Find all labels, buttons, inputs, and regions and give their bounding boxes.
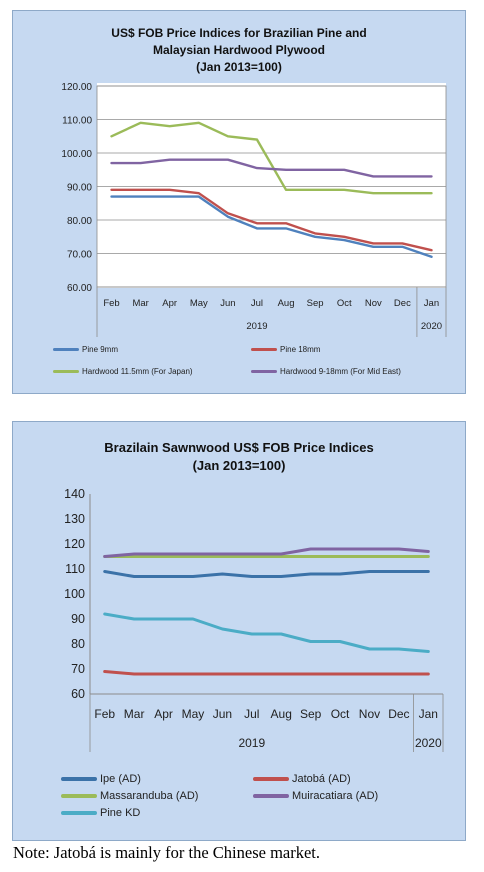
plywood-series-line-1 <box>110 188 433 252</box>
plywood-x-tick-label: Apr <box>162 298 177 309</box>
plywood-legend-pine-18mm: Pine 18mm <box>251 345 320 354</box>
sawnwood-year-label: 2020 <box>415 736 442 750</box>
sawnwood-legend-jatoba: Jatobá (AD) <box>253 773 351 785</box>
sawnwood-series-line-4 <box>103 612 430 653</box>
sawnwood-x-tick-label: Feb <box>94 707 115 721</box>
sawnwood-chart-svg: 60 70 80 90 100 110 120 130 140 Feb Mar Apr May Jun Ju… <box>64 487 444 752</box>
footnote: Note: Jatobá is mainly for the Chinese m… <box>13 843 321 862</box>
sawnwood-legend-label: Ipe (AD) <box>100 773 141 785</box>
sawnwood-legend-muiracatiara: Muiracatiara (AD) <box>253 790 378 802</box>
sawnwood-x-tick-label: Apr <box>154 707 173 721</box>
plywood-year-label: 2019 <box>246 321 267 332</box>
plywood-y-tick-label: 110.00 <box>62 116 92 127</box>
plywood-legend-label: Pine 18mm <box>280 345 321 354</box>
sawnwood-y-tick-label: 90 <box>71 612 85 626</box>
plywood-y-tick-label: 60.00 <box>67 283 92 294</box>
plywood-x-tick-label: Sep <box>307 298 324 309</box>
plywood-legend-swatch <box>251 370 277 373</box>
plywood-series-line-3 <box>110 158 433 178</box>
sawnwood-title-line-1: Brazilain Sawnwood US$ FOB Price Indices <box>104 440 374 455</box>
plywood-x-tick-label: Jul <box>251 298 263 309</box>
plywood-chart-svg: 60.00 70.00 80.00 90.00 100.00 110.00 120.00 Fe… <box>61 82 447 337</box>
plywood-x-tick-label: Mar <box>132 298 148 309</box>
plywood-legend-pine-9mm: Pine 9mm <box>53 345 118 354</box>
sawnwood-legend-swatch <box>61 811 97 815</box>
plywood-plot-frame <box>96 85 447 288</box>
plywood-title-line-2: Malaysian Hardwood Plywood <box>152 43 326 57</box>
sawnwood-legend-swatch <box>61 794 97 798</box>
plywood-x-tick-label: Dec <box>394 298 411 309</box>
plywood-chart-panel: US$ FOB Price Indices for Brazilian Pine… <box>12 10 466 394</box>
sawnwood-legend-label: Massaranduba (AD) <box>100 790 199 802</box>
plywood-y-tick-label: 100.00 <box>61 149 92 160</box>
sawnwood-x-tick-label: Mar <box>124 707 145 721</box>
sawnwood-chart-panel: Brazilain Sawnwood US$ FOB Price Indices… <box>12 421 466 841</box>
sawnwood-x-tick-label: Jul <box>244 707 259 721</box>
plywood-y-tick-label: 120.00 <box>61 82 92 93</box>
plywood-legend-label: Hardwood 11.5mm (For Japan) <box>82 367 193 376</box>
sawnwood-legend-label: Jatobá (AD) <box>292 773 351 785</box>
sawnwood-x-tick-label: Jun <box>213 707 232 721</box>
plywood-legend-swatch <box>251 348 277 351</box>
sawnwood-x-tick-label: May <box>182 707 205 721</box>
sawnwood-y-tick-label: 100 <box>64 587 85 601</box>
plywood-title-line-1: US$ FOB Price Indices for Brazilian Pine… <box>111 26 367 40</box>
plywood-legend-hardwood-mideast: Hardwood 9-18mm (For Mid East) <box>251 367 401 376</box>
plywood-y-tick-label: 70.00 <box>67 250 92 261</box>
plywood-x-tick-label: Jan <box>424 298 439 309</box>
sawnwood-y-tick-label: 60 <box>71 687 85 701</box>
sawnwood-series-line-0 <box>103 570 430 578</box>
sawnwood-series-line-3 <box>103 547 430 558</box>
sawnwood-x-tick-label: Dec <box>388 707 409 721</box>
sawnwood-legend-swatch <box>253 794 289 798</box>
plywood-x-tick-label: Feb <box>103 298 119 309</box>
sawnwood-y-tick-label: 130 <box>64 512 85 526</box>
plywood-chart-title: US$ FOB Price Indices for Brazilian Pine… <box>13 25 465 76</box>
plywood-x-tick-label: Nov <box>365 298 382 309</box>
sawnwood-x-tick-label: Aug <box>271 707 292 721</box>
sawnwood-series-line-1 <box>103 670 430 676</box>
sawnwood-x-tick-label: Oct <box>331 707 350 721</box>
sawnwood-x-tick-label: Nov <box>359 707 380 721</box>
sawnwood-y-tick-label: 110 <box>65 562 85 576</box>
sawnwood-legend-massaranduba: Massaranduba (AD) <box>61 790 198 802</box>
sawnwood-y-tick-label: 120 <box>64 537 85 551</box>
plywood-legend-label: Pine 9mm <box>82 345 119 354</box>
plywood-series-line-0 <box>110 195 433 259</box>
plywood-year-label: 2020 <box>421 321 442 332</box>
sawnwood-y-tick-label: 70 <box>71 662 85 676</box>
plywood-legend-label: Hardwood 9-18mm (For Mid East) <box>280 367 401 376</box>
sawnwood-legend-ipe: Ipe (AD) <box>61 773 141 785</box>
sawnwood-x-tick-label: Sep <box>300 707 322 721</box>
sawnwood-x-tick-label: Jan <box>419 707 438 721</box>
plywood-series-line-2 <box>110 121 433 195</box>
sawnwood-year-label: 2019 <box>238 736 265 750</box>
plywood-legend-hardwood-japan: Hardwood 11.5mm (For Japan) <box>53 367 193 376</box>
sawnwood-title-line-2: (Jan 2013=100) <box>192 458 286 473</box>
sawnwood-legend-pine-kd: Pine KD <box>61 807 140 819</box>
sawnwood-chart-title: Brazilain Sawnwood US$ FOB Price Indices… <box>13 439 465 475</box>
sawnwood-legend-swatch <box>253 777 289 781</box>
sawnwood-y-tick-label: 140 <box>64 487 85 501</box>
plywood-x-tick-label: May <box>190 298 208 309</box>
plywood-x-tick-label: Aug <box>278 298 295 309</box>
sawnwood-legend-label: Pine KD <box>100 807 141 819</box>
plywood-y-tick-label: 80.00 <box>67 216 92 227</box>
plywood-x-tick-label: Jun <box>220 298 235 309</box>
plywood-legend-swatch <box>53 348 79 351</box>
sawnwood-legend-swatch <box>61 777 97 781</box>
plywood-x-tick-label: Oct <box>337 298 352 309</box>
sawnwood-y-tick-label: 80 <box>71 637 85 651</box>
plywood-legend-swatch <box>53 370 79 373</box>
sawnwood-legend-label: Muiracatiara (AD) <box>292 790 379 802</box>
plywood-title-line-3: (Jan 2013=100) <box>196 60 282 74</box>
plywood-y-tick-label: 90.00 <box>67 183 92 194</box>
